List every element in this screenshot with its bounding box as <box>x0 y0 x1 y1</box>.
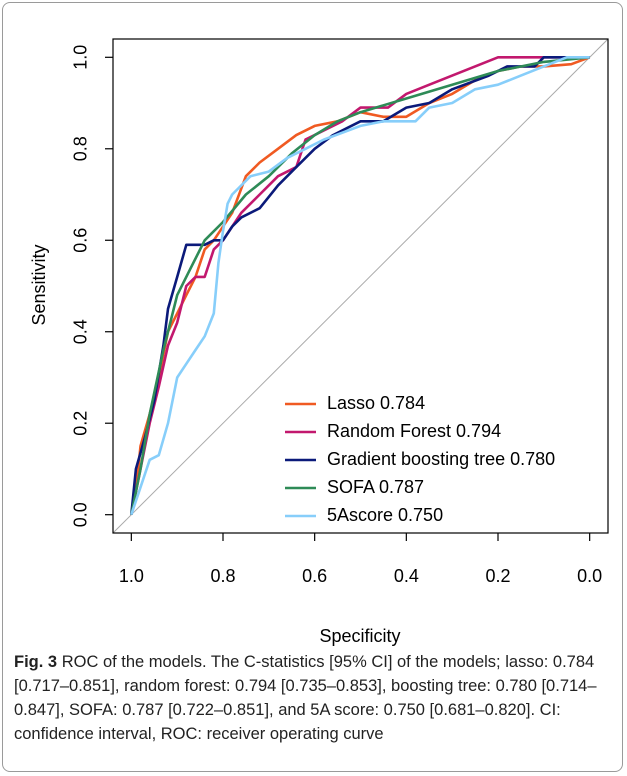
x-tick-label: 0.0 <box>577 566 602 586</box>
roc-curve <box>130 56 590 516</box>
y-axis-label: Sensitivity <box>29 244 49 325</box>
roc-curve <box>130 56 590 515</box>
legend-label: Random Forest 0.794 <box>327 421 501 441</box>
y-tick-label: 0.0 <box>71 502 91 527</box>
y-tick-label: 0.8 <box>71 136 91 161</box>
legend-label: Gradient boosting tree 0.780 <box>327 449 555 469</box>
x-tick-label: 0.4 <box>394 566 419 586</box>
y-tick-label: 0.2 <box>71 411 91 436</box>
y-tick-label: 0.4 <box>71 319 91 344</box>
roc-curve <box>130 56 590 515</box>
caption-label: Fig. 3 <box>14 653 58 671</box>
y-tick-label: 0.6 <box>71 228 91 253</box>
x-tick-label: 1.0 <box>119 566 144 586</box>
plot-frame <box>112 38 609 534</box>
caption-text: ROC of the models. The C-statistics [95%… <box>14 653 597 743</box>
x-tick-label: 0.8 <box>210 566 235 586</box>
chart: Specificity Sensitivity 1.0 0.8 0.6 0.4 0.2 0… <box>29 38 609 646</box>
legend-label: 5Ascore 0.750 <box>327 505 443 525</box>
reference-diagonal <box>113 39 608 533</box>
x-axis-label: Specificity <box>319 626 400 646</box>
x-tick-label: 0.6 <box>302 566 327 586</box>
legend-label: Lasso 0.784 <box>327 393 425 413</box>
caption: Fig. 3 ROC of the models. The C-statisti… <box>14 650 614 746</box>
x-tick-label: 0.2 <box>485 566 510 586</box>
y-tick-label: 1.0 <box>71 45 91 70</box>
legend-label: SOFA 0.787 <box>327 477 424 497</box>
roc-curve <box>130 56 590 515</box>
